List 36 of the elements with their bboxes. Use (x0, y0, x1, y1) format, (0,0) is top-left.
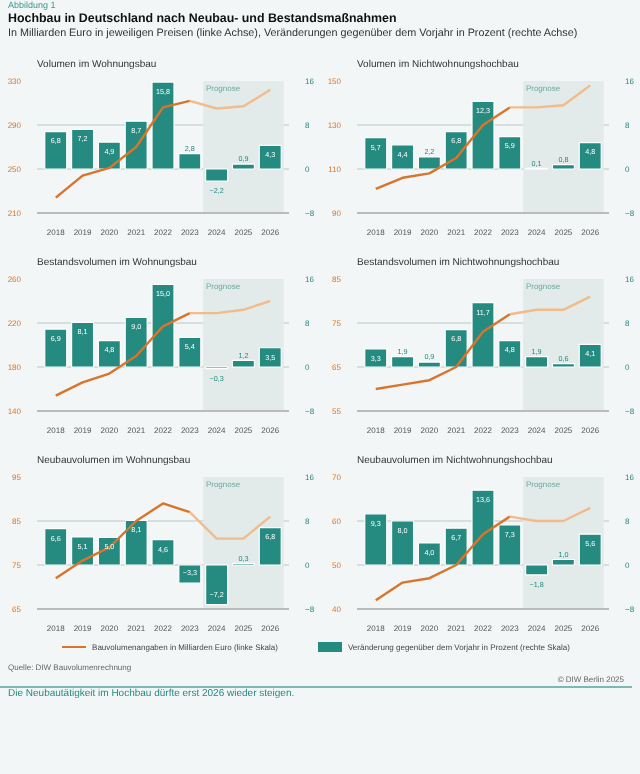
bar (525, 354, 549, 367)
bar (258, 143, 282, 169)
bar (205, 563, 229, 605)
bar (44, 527, 68, 565)
bar (578, 532, 602, 565)
bar (44, 327, 68, 367)
bar (551, 557, 576, 565)
line-series (54, 310, 192, 396)
line-series (374, 514, 512, 601)
bar (390, 143, 415, 169)
bar (231, 358, 256, 367)
bar (231, 162, 256, 169)
bar (258, 346, 282, 367)
bar (44, 130, 68, 169)
line-series (188, 87, 272, 109)
line-series (374, 312, 512, 390)
bar (364, 347, 388, 367)
bar (417, 360, 441, 367)
bar (364, 136, 388, 169)
bar (70, 320, 95, 367)
bar (70, 127, 95, 169)
bar (258, 526, 282, 565)
bar (551, 163, 576, 169)
bar (578, 342, 602, 367)
bar (390, 354, 415, 367)
bar (205, 167, 229, 181)
bar (578, 141, 602, 169)
line-series (374, 105, 512, 189)
bar (390, 519, 415, 565)
bar (417, 155, 441, 169)
bar (525, 563, 549, 575)
bar (417, 541, 441, 565)
bar (364, 512, 388, 565)
bar (178, 563, 202, 583)
line-series (54, 98, 192, 198)
bar (97, 339, 121, 367)
